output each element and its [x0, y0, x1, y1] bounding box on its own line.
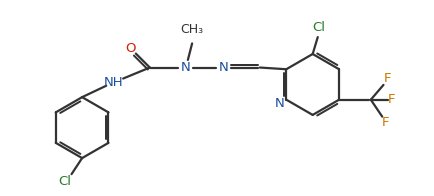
Text: F: F [387, 93, 395, 106]
Text: N: N [181, 61, 190, 74]
Text: O: O [125, 42, 136, 55]
Text: F: F [383, 72, 391, 85]
Text: N: N [274, 97, 284, 110]
Text: F: F [381, 116, 388, 130]
Text: Cl: Cl [312, 21, 325, 34]
Text: Cl: Cl [59, 175, 72, 188]
Text: CH₃: CH₃ [180, 23, 203, 36]
Text: NH: NH [104, 76, 123, 89]
Text: N: N [218, 61, 228, 74]
